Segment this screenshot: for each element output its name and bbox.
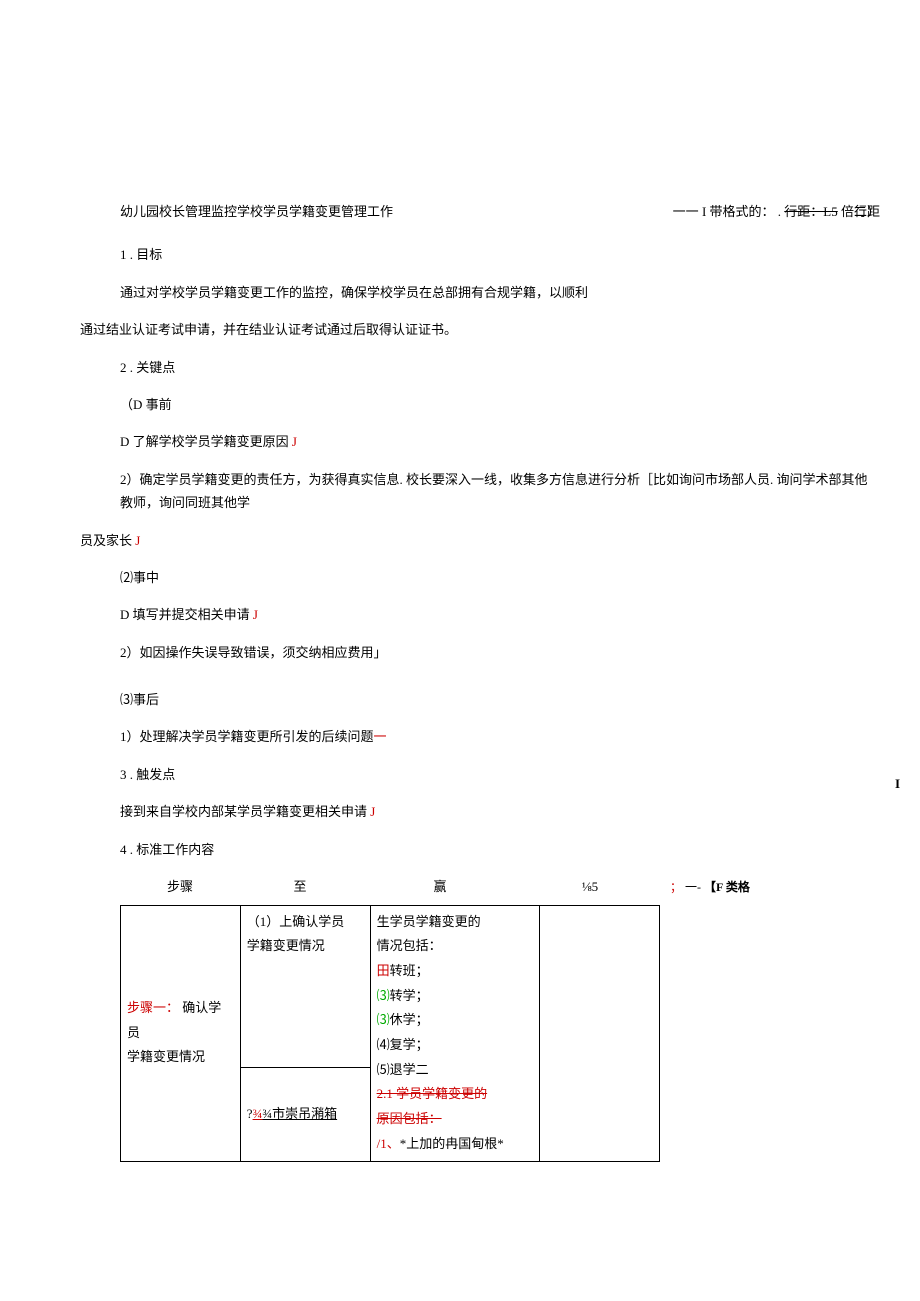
section-2-heading: 2 . 关键点 [40,356,880,379]
s3-content: 接到来自学校内部某学员学籍变更相关申请 J [40,800,880,823]
section-4-heading: 4 . 标准工作内容 [40,838,880,861]
goal-para-2: 通过结业认证考试申请，并在结业认证考试通过后取得认证证书。 [40,318,880,341]
table-row: 步骤一： 确认学员 学籍变更情况 （1）上确认学员 学籍变更情况 生学员学籍变更… [121,905,660,1067]
page-marker: 二） [854,200,880,223]
title-left: 幼儿园校长管理监控学校学员学籍变更管理工作 [120,200,393,223]
th-frac: ⅛5 [520,875,660,898]
cell-empty [540,905,660,1161]
s2-before-item1: D 了解学校学员学籍变更原因 J [40,430,880,453]
s2-after: ⑶事后 [40,688,880,711]
s2-during-item2: 2）如因操作失误导致错误，须交纳相应费用」 [40,641,880,664]
s2-before-item2: 2）确定学员学籍变更的责任方，为获得真实信息. 校长要深入一线，收集多方信息进行… [40,468,880,515]
th-annotation: ； 一- 【F 类格 [670,877,750,899]
th-win: 赢 [360,875,520,898]
s2-after-item1: 1）处理解决学员学籍变更所引发的后续问题一 [40,725,880,748]
cell-step1: 步骤一： 确认学员 学籍变更情况 [121,905,241,1161]
header-line: 幼儿园校长管理监控学校学员学籍变更管理工作 一一 I 带格式的： . 行距：L5… [40,200,880,223]
margin-bar-icon: I [895,772,900,795]
s2-during: ⑵事中 [40,566,880,589]
s2-during-item1: D 填写并提交相关申请 J [40,603,880,626]
cell-situations: 生学员学籍变更的 情况包括： 田转班； ⑶转学； ⑶休学； ⑷复学； ⑸退学二 … [370,905,540,1161]
th-step: 步骤 [120,875,240,898]
th-to: 至 [240,875,360,898]
format-annotation: 一一 I 带格式的： . 行距：L5 倍行距 [673,200,880,223]
s2-before-item2-tail: 员及家长 J [40,529,880,552]
section-1-heading: 1 . 目标 [40,243,880,266]
table-header-row: 步骤 至 赢 ⅛5 ； 一- 【F 类格 [40,875,880,899]
cell-garbled: ?¾¾市崇吊潲箱 [240,1067,370,1161]
goal-para-1: 通过对学校学员学籍变更工作的监控，确保学校学员在总部拥有合规学籍，以顺利 [40,281,880,304]
content-table: 步骤一： 确认学员 学籍变更情况 （1）上确认学员 学籍变更情况 生学员学籍变更… [120,905,660,1162]
cell-confirm: （1）上确认学员 学籍变更情况 [240,905,370,1067]
s2-before: （D 事前 [40,393,880,416]
section-3-heading: 3 . 触发点 [40,763,880,786]
